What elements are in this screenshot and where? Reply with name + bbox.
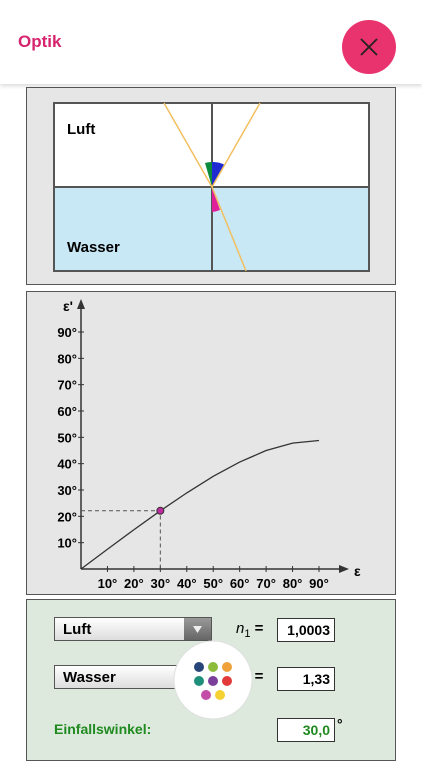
medium1-dropdown[interactable]: Luft [54,617,212,641]
dropdown-text: Luft [63,621,92,638]
diagram: Luft Wasser [53,102,370,272]
dot [215,690,225,700]
graph-panel: ε ε' 10° 20° 30° 40° 50° 60° 70° 80° 90° 10° 20° 30° 4… [26,291,396,595]
equals: = [254,668,264,685]
y-axis-label: ε' [63,298,73,314]
x-arrow [339,565,349,573]
dot [194,662,204,672]
close-icon [360,38,378,56]
water-label: Wasser [67,239,120,256]
angle-label: Einfallswinkel: [54,721,152,737]
n1-input[interactable]: 1,0003 [277,618,335,642]
n2-input[interactable]: 1,33 [277,667,335,691]
title: Optik [18,32,62,51]
dot [222,676,232,686]
y-tick-label: 70° [57,378,77,393]
y-tick-label: 50° [57,430,77,445]
x-tick-label: 10° [98,576,118,591]
dot [208,662,218,672]
palette-button[interactable] [171,638,255,722]
refracted-ray [211,186,247,272]
diagram-panel: Luft Wasser [26,87,396,285]
dropdown-text: Wasser [63,669,116,686]
angle-unit: ° [337,716,343,732]
angle-input[interactable]: 30,0 [277,718,335,742]
x-tick-label: 50° [203,576,223,591]
incident-angle [205,162,212,187]
arrow-icon [193,626,202,633]
n1-label: n1 = [236,620,263,640]
y-tick-label: 30° [57,483,77,498]
header: Optik [0,0,422,84]
curve [80,439,320,570]
x-tick-label: 20° [124,576,144,591]
x-tick-label: 60° [230,576,250,591]
dot [201,690,211,700]
x-tick-label: 90° [309,576,329,591]
n-symbol: n [236,620,245,637]
point [156,506,165,515]
y-tick-label: 80° [57,351,77,366]
x-axis-label: ε [354,563,361,579]
dot [208,676,218,686]
subscript: 1 [244,628,251,640]
graph: ε ε' 10° 20° 30° 40° 50° 60° 70° 80° 90° 10° 20° 30° 4… [57,298,361,591]
x-tick-label: 30° [150,576,170,591]
air-label: Luft [67,121,95,138]
y-tick-label: 60° [57,404,77,419]
incident-ray [163,102,213,188]
y-tick-label: 90° [57,325,77,340]
y-arrow [77,299,85,309]
dot [222,662,232,672]
x-tick-label: 80° [283,576,303,591]
reflected-ray [211,102,261,188]
x-tick-label: 40° [177,576,197,591]
y-tick-label: 40° [57,457,77,472]
y-tick-label: 10° [57,536,77,551]
arrow [193,626,202,633]
x-tick-label: 70° [256,576,276,591]
dropdown-button [184,618,211,640]
close-button[interactable] [342,20,396,74]
y-tick-label: 20° [57,509,77,524]
equals: = [254,620,264,637]
dot [194,676,204,686]
